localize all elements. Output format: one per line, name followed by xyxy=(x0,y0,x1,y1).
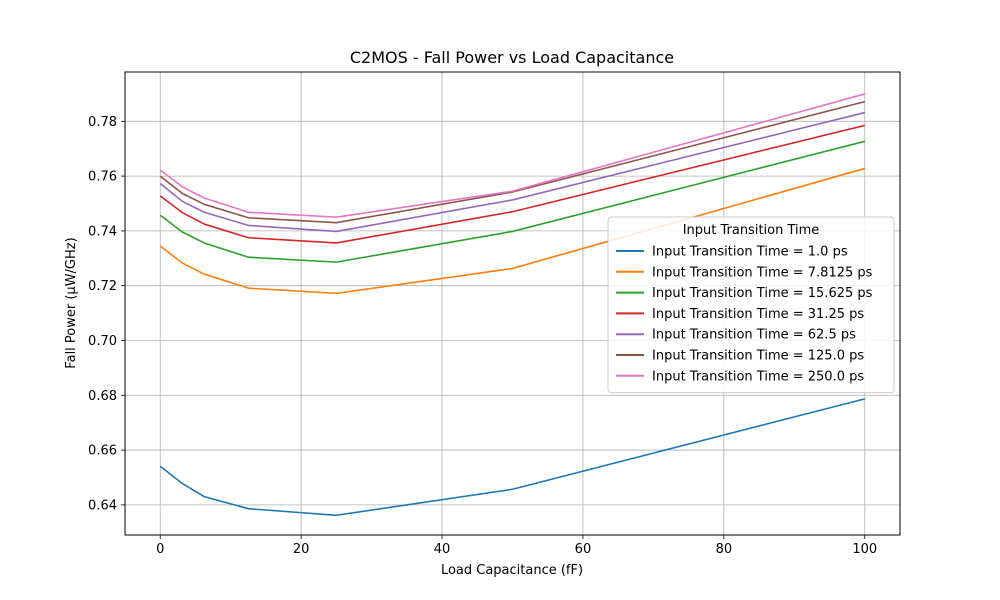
legend-label-5: Input Transition Time = 125.0 ps xyxy=(652,349,864,364)
y-tick-label: 0.68 xyxy=(88,389,117,404)
y-tick-label: 0.76 xyxy=(88,170,117,185)
series-line-5 xyxy=(159,100,865,224)
y-tick-label: 0.66 xyxy=(88,444,117,459)
y-tick-label: 0.70 xyxy=(88,334,117,349)
series-line-1 xyxy=(159,167,865,295)
chart-title: C2MOS - Fall Power vs Load Capacitance xyxy=(350,48,674,67)
legend-label-2: Input Transition Time = 15.625 ps xyxy=(652,286,873,301)
plot-area-frame xyxy=(124,71,901,536)
x-axis-title: Load Capacitance (fF) xyxy=(441,563,583,578)
legend-label-1: Input Transition Time = 7.8125 ps xyxy=(652,265,873,280)
y-tick-label: 0.78 xyxy=(88,115,117,130)
legend-items: Input Transition Time = 1.0 ps Input Tran… xyxy=(616,245,873,384)
x-tick-label: 20 xyxy=(293,542,310,557)
y-axis-title: Fall Power (μW/GHz) xyxy=(64,237,79,368)
legend: Input Transition Time Input Transition T… xyxy=(607,216,895,394)
legend-label-3: Input Transition Time = 31.25 ps xyxy=(652,307,864,322)
axis-ticks: 0 20 40 60 80 100 0.64 0.66 0.68 0.70 0.72 0.74 0.76… xyxy=(88,115,877,557)
series-line-0 xyxy=(159,398,865,517)
series-lines xyxy=(159,93,865,517)
x-tick-label: 80 xyxy=(716,542,733,557)
y-tick-label: 0.72 xyxy=(88,279,117,294)
legend-title: Input Transition Time xyxy=(683,223,820,238)
x-tick-label: 0 xyxy=(156,542,164,557)
y-tick-label: 0.74 xyxy=(88,224,117,239)
series-line-4 xyxy=(159,111,865,233)
legend-label-6: Input Transition Time = 250.0 ps xyxy=(652,369,864,384)
legend-label-4: Input Transition Time = 62.5 ps xyxy=(652,328,856,343)
series-line-6 xyxy=(159,93,865,218)
series-line-3 xyxy=(159,124,865,244)
legend-box xyxy=(607,216,895,394)
legend-label-0: Input Transition Time = 1.0 ps xyxy=(652,245,848,260)
x-tick-label: 100 xyxy=(852,542,877,557)
series-line-2 xyxy=(159,140,865,263)
x-tick-label: 60 xyxy=(575,542,592,557)
y-tick-label: 0.64 xyxy=(88,498,117,513)
x-tick-label: 40 xyxy=(434,542,451,557)
